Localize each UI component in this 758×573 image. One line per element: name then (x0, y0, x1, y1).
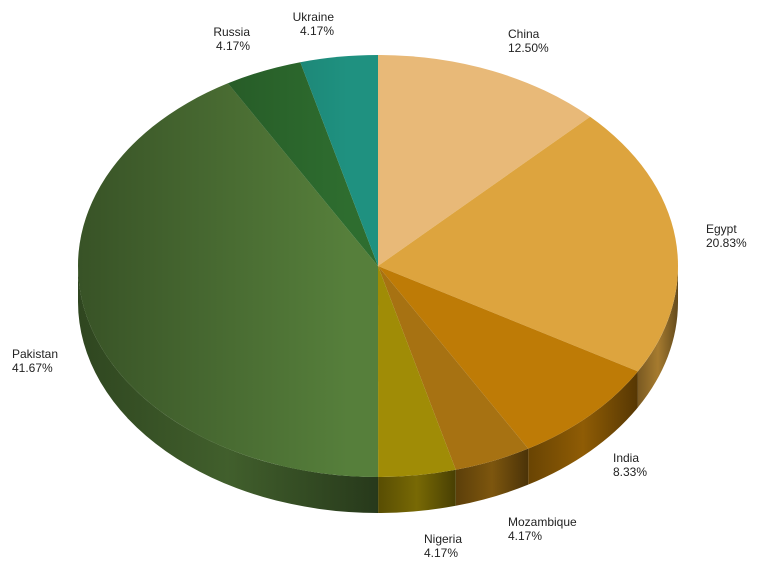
label-name-russia: Russia (213, 25, 250, 39)
label-pct-china: 12.50% (508, 41, 549, 55)
label-name-ukraine: Ukraine (293, 10, 335, 24)
label-pct-pakistan: 41.67% (12, 361, 53, 375)
label-pct-egypt: 20.83% (706, 236, 747, 250)
label-pakistan: Pakistan 41.67% (12, 347, 58, 375)
label-ukraine: Ukraine 4.17% (293, 10, 335, 38)
label-pct-india: 8.33% (613, 465, 647, 479)
label-name-india: India (613, 451, 639, 465)
pie-labels: China 12.50% Egypt 20.83% India 8.33% Mozambiq… (12, 10, 747, 560)
label-name-nigeria: Nigeria (424, 532, 462, 546)
label-pct-ukraine: 4.17% (300, 24, 334, 38)
label-mozambique: Mozambique 4.17% (508, 515, 577, 543)
label-name-egypt: Egypt (706, 222, 737, 236)
label-russia: Russia 4.17% (213, 25, 250, 53)
label-pct-nigeria: 4.17% (424, 546, 458, 560)
label-egypt: Egypt 20.83% (706, 222, 747, 250)
label-name-mozambique: Mozambique (508, 515, 577, 529)
label-china: China 12.50% (508, 27, 549, 55)
label-name-pakistan: Pakistan (12, 347, 58, 361)
slice-side-nigeria (378, 469, 456, 513)
label-name-china: China (508, 27, 540, 41)
label-nigeria: Nigeria 4.17% (424, 532, 462, 560)
label-india: India 8.33% (613, 451, 647, 479)
label-pct-mozambique: 4.17% (508, 529, 542, 543)
label-pct-russia: 4.17% (216, 39, 250, 53)
pie-slices (77, 55, 678, 478)
